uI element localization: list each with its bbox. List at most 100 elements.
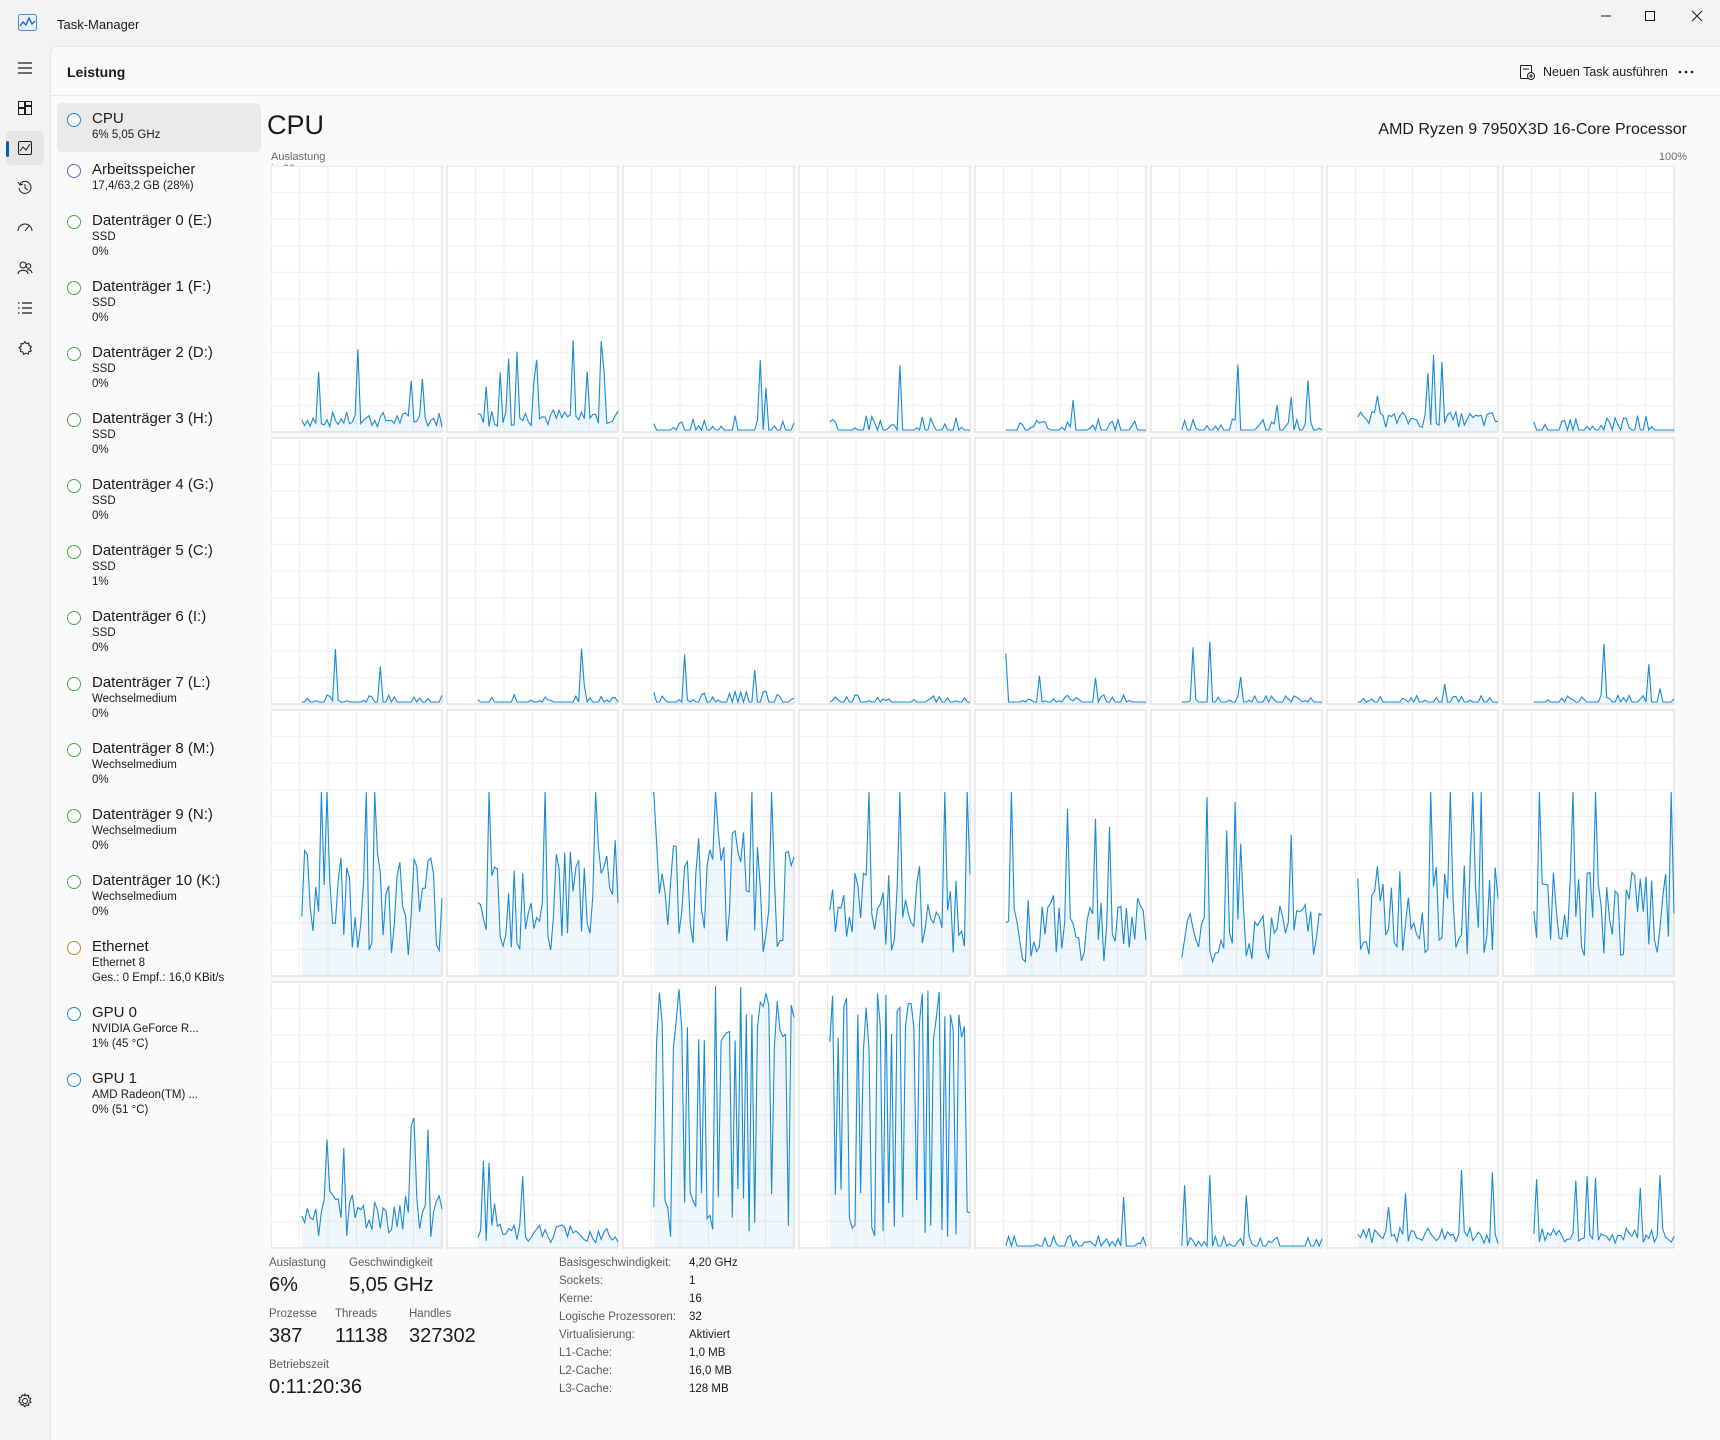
- sidebar-item-name: Datenträger 7 (L:): [92, 674, 211, 691]
- sidebar-item-datenträger-3-h[interactable]: Datenträger 3 (H:) SSD 0%: [57, 403, 261, 467]
- processor-graph: [974, 166, 1147, 433]
- sidebar-item-datenträger-5-c[interactable]: Datenträger 5 (C:) SSD 1%: [57, 535, 261, 599]
- settings-icon: [18, 1393, 32, 1408]
- processor-graph: [271, 166, 443, 433]
- sidebar-item-datenträger-0-e[interactable]: Datenträger 0 (E:) SSD 0%: [57, 205, 261, 269]
- utilization-value: 6%: [269, 1274, 298, 1296]
- processor-graph: [974, 981, 1147, 1249]
- status-indicator-icon: [67, 677, 81, 691]
- sidebar-item-name: Datenträger 1 (F:): [92, 278, 212, 295]
- sidebar-item-gpu-0[interactable]: GPU 0 NVIDIA GeForce R... 1% (45 °C): [57, 997, 261, 1061]
- cpu-title: CPU: [267, 110, 325, 140]
- minimize-button[interactable]: [1583, 0, 1629, 32]
- sidebar-item-name: GPU 0: [92, 1004, 138, 1021]
- sidebar-item-line2: 0%: [92, 312, 109, 324]
- sidebar-item-line2: 0%: [92, 642, 109, 654]
- spec-label: Basisgeschwindigkeit:: [559, 1257, 672, 1269]
- sidebar-item-line2: 1% (45 °C): [92, 1038, 149, 1050]
- sidebar-item-line2: 0%: [92, 840, 109, 852]
- nav-services[interactable]: [6, 331, 44, 365]
- app-history-icon: [17, 180, 32, 194]
- sidebar-item-cpu[interactable]: CPU 6% 5,05 GHz: [57, 103, 261, 152]
- sidebar-item-line1: Wechselmedium: [92, 825, 177, 837]
- sidebar-item-gpu-1[interactable]: GPU 1 AMD Radeon(TM) ... 0% (51 °C): [57, 1063, 261, 1127]
- sidebar-item-name: Datenträger 10 (K:): [92, 872, 221, 889]
- speed-label: Geschwindigkeit: [349, 1257, 433, 1269]
- menu-button[interactable]: [6, 51, 44, 85]
- sidebar-item-line2: Ges.: 0 Empf.: 16,0 KBit/s: [92, 972, 225, 984]
- sidebar-item-datenträger-6-i[interactable]: Datenträger 6 (I:) SSD 0%: [57, 601, 261, 665]
- maximize-icon: [1645, 11, 1655, 21]
- sidebar-item-line1: SSD: [92, 429, 116, 441]
- sidebar-item-line1: AMD Radeon(TM) ...: [92, 1089, 199, 1101]
- processor-graph: [1502, 981, 1675, 1249]
- sidebar-item-line2: 0%: [92, 246, 109, 258]
- nav-processes[interactable]: [6, 91, 44, 125]
- processes-icon: [18, 101, 32, 115]
- cpu-model: AMD Ryzen 9 7950X3D 16-Core Processor: [1378, 121, 1687, 138]
- spec-label: Kerne:: [559, 1293, 593, 1305]
- sidebar-item-ethernet[interactable]: Ethernet Ethernet 8 Ges.: 0 Empf.: 16,0 KB…: [57, 931, 261, 995]
- sidebar-item-datenträger-9-n[interactable]: Datenträger 9 (N:) Wechselmedium 0%: [57, 799, 261, 863]
- status-indicator-icon: [67, 1007, 81, 1021]
- processor-graph: [271, 981, 443, 1249]
- processor-graph: [974, 709, 1147, 977]
- nav-app-history[interactable]: [6, 171, 44, 205]
- sidebar-item-line1: Wechselmedium: [92, 759, 177, 771]
- sidebar-item-line1: Ethernet 8: [92, 957, 146, 969]
- processor-graph: [446, 437, 619, 705]
- services-icon: [18, 340, 33, 356]
- status-indicator-icon: [67, 347, 81, 361]
- processor-graph: [1502, 166, 1675, 433]
- processor-graph: [446, 981, 619, 1249]
- close-icon: [1691, 10, 1703, 22]
- processor-graph: [622, 709, 795, 977]
- sidebar-item-line2: 0% (51 °C): [92, 1104, 149, 1116]
- sidebar-item-arbeitsspeicher[interactable]: Arbeitsspeicher 17,4/63,2 GB (28%): [57, 154, 261, 203]
- processor-graph: [1502, 709, 1675, 977]
- spec-value: Aktiviert: [689, 1329, 730, 1341]
- performance-chart-icon: [18, 14, 37, 31]
- nav-startup-apps[interactable]: [6, 211, 44, 245]
- nav-performance[interactable]: [6, 131, 44, 165]
- sidebar-item-line1: 17,4/63,2 GB (28%): [92, 180, 194, 192]
- sidebar-item-datenträger-4-g[interactable]: Datenträger 4 (G:) SSD 0%: [57, 469, 261, 533]
- spec-label: Sockets:: [559, 1275, 604, 1287]
- spec-value: 16: [689, 1293, 702, 1305]
- sidebar-item-line1: SSD: [92, 495, 116, 507]
- sidebar-item-line1: SSD: [92, 363, 116, 375]
- sidebar-item-datenträger-8-m[interactable]: Datenträger 8 (M:) Wechselmedium 0%: [57, 733, 261, 797]
- more-options-button[interactable]: [1671, 59, 1701, 85]
- processor-graph: [1150, 709, 1323, 977]
- processor-graph: [1326, 437, 1499, 705]
- sidebar-item-datenträger-10-k[interactable]: Datenträger 10 (K:) Wechselmedium 0%: [57, 865, 261, 929]
- sidebar-item-line1: NVIDIA GeForce R...: [92, 1023, 199, 1035]
- processor-graph: [622, 166, 795, 433]
- run-new-task-button[interactable]: Neuen Task ausführen: [1511, 58, 1676, 86]
- processor-graph: [1150, 437, 1323, 705]
- sidebar-item-datenträger-2-d[interactable]: Datenträger 2 (D:) SSD 0%: [57, 337, 261, 401]
- processor-graph: [271, 709, 443, 977]
- sidebar-item-name: GPU 1: [92, 1070, 138, 1087]
- spec-value: 1: [689, 1275, 696, 1287]
- sidebar-item-name: Datenträger 4 (G:): [92, 476, 214, 493]
- processor-graph: [446, 709, 619, 977]
- nav-users[interactable]: [6, 251, 44, 285]
- nav-settings[interactable]: [6, 1384, 44, 1418]
- nav-details[interactable]: [6, 291, 44, 325]
- sidebar-item-datenträger-1-f[interactable]: Datenträger 1 (F:) SSD 0%: [57, 271, 261, 335]
- sidebar-item-datenträger-7-l[interactable]: Datenträger 7 (L:) Wechselmedium 0%: [57, 667, 261, 731]
- status-indicator-icon: [67, 611, 81, 625]
- processor-graph: [622, 437, 795, 705]
- sidebar-item-line1: Wechselmedium: [92, 891, 177, 903]
- startup-apps-icon: [17, 223, 33, 232]
- details-icon: [18, 302, 32, 314]
- content-pane: Leistung Neuen Task ausführen CPU 6% 5,05…: [50, 46, 1720, 1440]
- maximize-button[interactable]: [1627, 0, 1673, 32]
- status-indicator-icon: [67, 875, 81, 889]
- users-icon: [17, 261, 33, 275]
- sidebar-item-line2: 1%: [92, 576, 109, 588]
- spec-label: L3-Cache:: [559, 1383, 613, 1395]
- spec-label: L2-Cache:: [559, 1365, 613, 1377]
- close-button[interactable]: [1674, 0, 1720, 32]
